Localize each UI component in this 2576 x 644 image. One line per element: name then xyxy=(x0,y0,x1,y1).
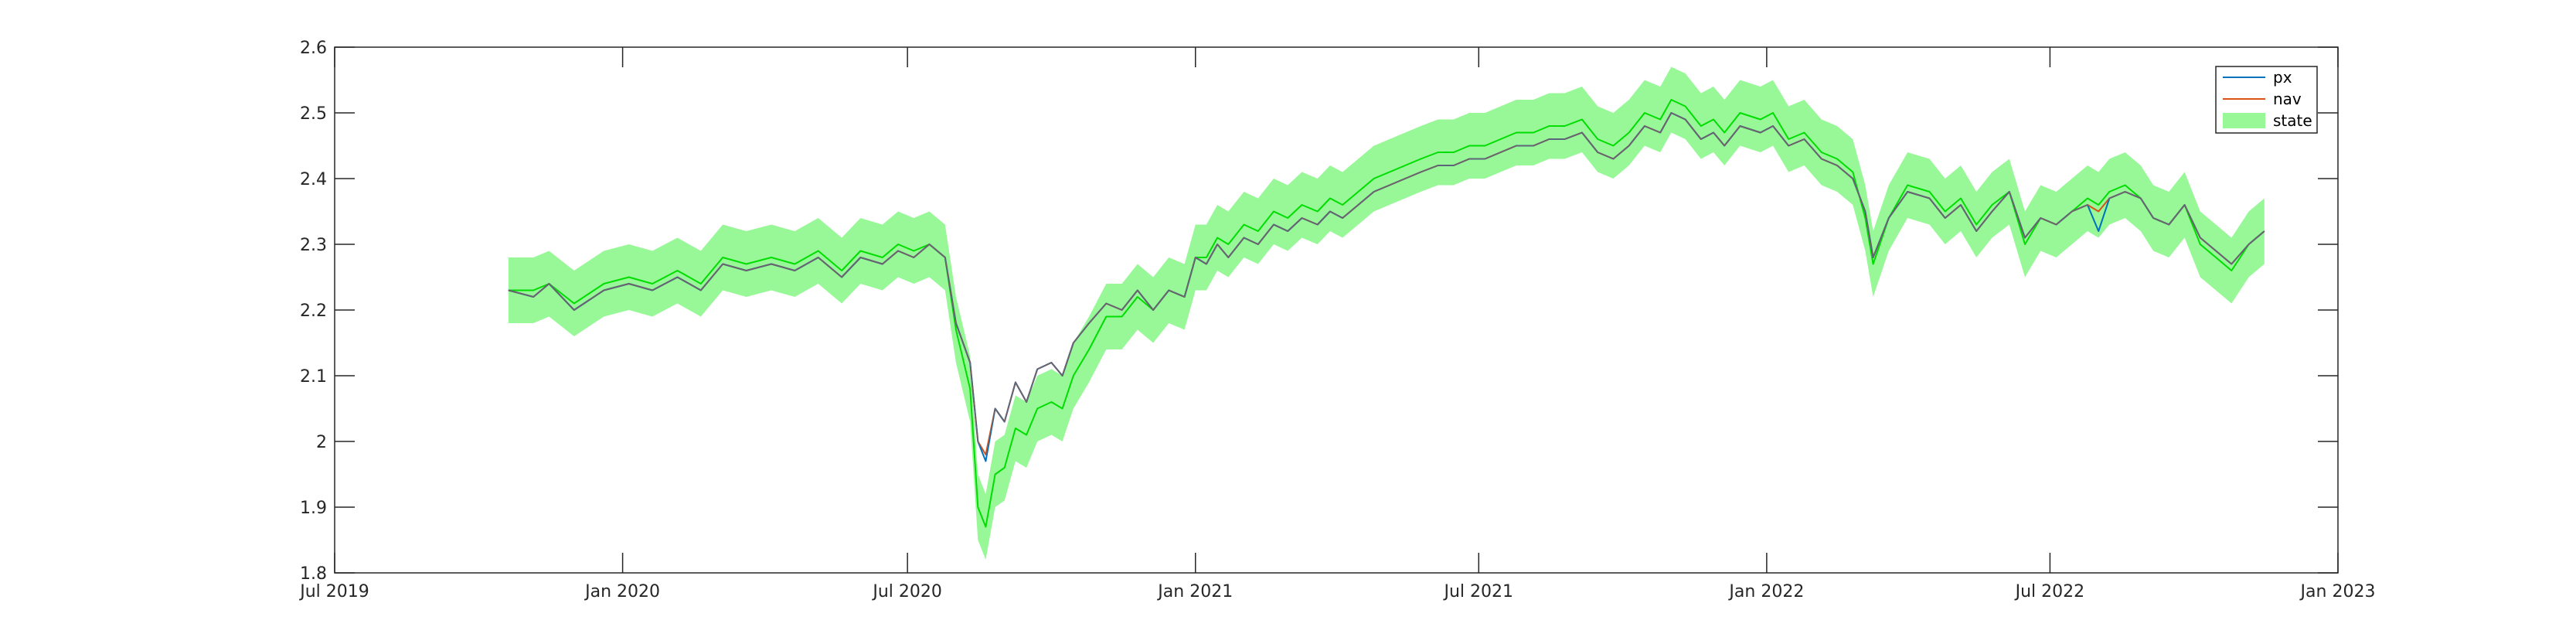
px-line-layer xyxy=(508,112,2265,462)
state-band-layer xyxy=(508,66,2265,560)
x-tick-label: Jul 2021 xyxy=(1443,582,1514,601)
x-axis: Jul 2019 Jan 2020 Jul 2020 Jan 2021 Jul 2021… xyxy=(298,47,2375,601)
x-tick-label: Jan 2020 xyxy=(584,582,660,601)
x-tick-label: Jul 2020 xyxy=(871,582,942,601)
x-tick-label: Jul 2019 xyxy=(298,582,369,601)
x-tick-label: Jul 2022 xyxy=(2014,582,2085,601)
x-tick-label: Jan 2023 xyxy=(2299,582,2376,601)
y-tick-label: 2.2 xyxy=(300,302,327,321)
y-tick-label: 2.1 xyxy=(300,367,327,387)
state-line xyxy=(508,99,2265,528)
legend-px-label: px xyxy=(2273,68,2292,87)
y-tick-label: 2.4 xyxy=(300,170,327,189)
state-band xyxy=(508,66,2265,560)
y-tick-label: 2.3 xyxy=(300,236,327,255)
y-axis: 1.8 1.9 2 2.1 2.2 2.3 2.4 2.5 2.6 xyxy=(300,39,2338,584)
legend-state-swatch xyxy=(2223,113,2265,128)
legend: px nav state xyxy=(2215,66,2318,134)
state-line-layer xyxy=(508,99,2265,528)
legend-nav-label: nav xyxy=(2273,90,2302,108)
x-tick-label: Jan 2021 xyxy=(1156,582,1233,601)
x-tick-label: Jan 2022 xyxy=(1727,582,1804,601)
y-tick-label: 1.8 xyxy=(300,564,327,584)
nav-line-overlay xyxy=(508,112,2265,455)
y-tick-label: 2 xyxy=(316,433,327,452)
plot-area xyxy=(335,47,2338,573)
y-tick-label: 2.5 xyxy=(300,104,327,124)
y-tick-label: 2.6 xyxy=(300,39,327,58)
legend-state-label: state xyxy=(2273,111,2312,130)
y-tick-label: 1.9 xyxy=(300,499,327,518)
